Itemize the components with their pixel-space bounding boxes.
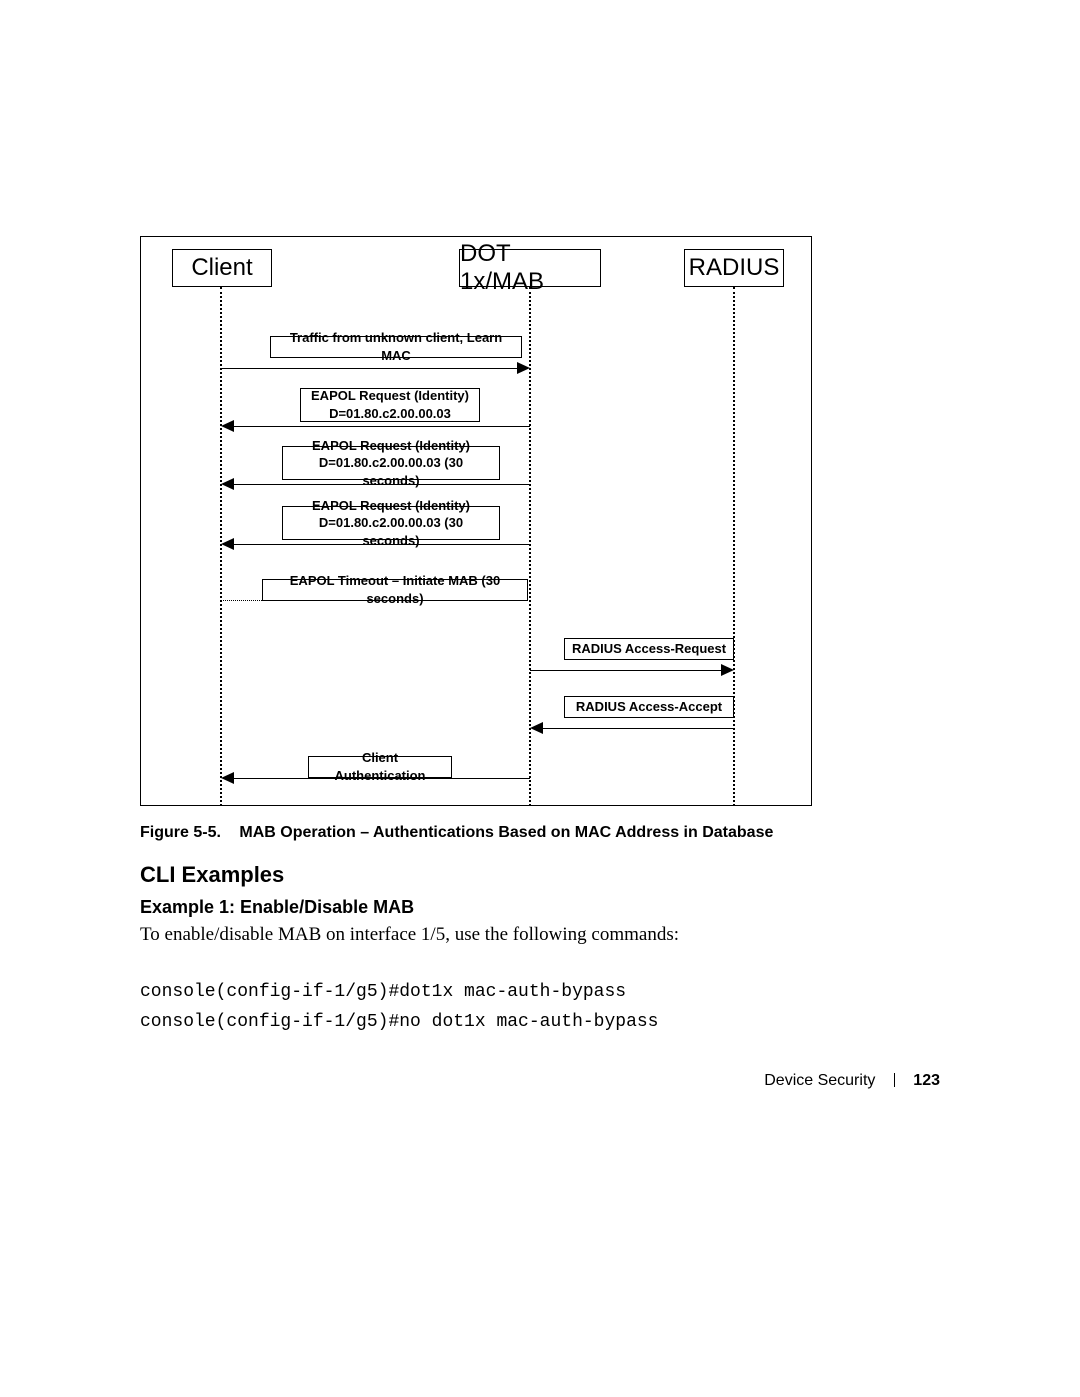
arrowhead-m3 <box>221 478 234 490</box>
msg-label-m3: EAPOL Request (Identity) D=01.80.c2.00.0… <box>289 437 493 490</box>
node-client: Client <box>172 249 272 287</box>
msg-label-m7: RADIUS Access-Accept <box>576 698 722 716</box>
msg-label-m8: Client Authentication <box>315 749 445 784</box>
arrow-m2 <box>232 426 530 427</box>
node-radius: RADIUS <box>684 249 784 287</box>
msg-label-m6: RADIUS Access-Request <box>572 640 726 658</box>
msg-label-m4: EAPOL Request (Identity) D=01.80.c2.00.0… <box>289 497 493 550</box>
figure-label: Figure 5-5. <box>140 824 221 841</box>
arrow-m6 <box>530 670 722 671</box>
arrow-m7 <box>541 728 734 729</box>
node-dot1x: DOT 1x/MAB <box>459 249 601 287</box>
example-intro: To enable/disable MAB on interface 1/5, … <box>140 924 679 946</box>
document-page: Client DOT 1x/MAB RADIUS Traffic from un… <box>0 0 1080 1397</box>
arrow-m1 <box>221 368 519 369</box>
figure-caption-text: MAB Operation – Authentications Based on… <box>239 824 773 841</box>
arrowhead-m6 <box>721 664 734 676</box>
footer-separator <box>894 1073 895 1087</box>
msg-label-m5: EAPOL Timeout – Initiate MAB (30 seconds… <box>269 572 521 607</box>
example-heading: Example 1: Enable/Disable MAB <box>140 897 414 918</box>
arrowhead-m4 <box>221 538 234 550</box>
arrowhead-m2 <box>221 420 234 432</box>
arrowhead-m1 <box>517 362 530 374</box>
arrowhead-m7 <box>530 722 543 734</box>
code-line-2: console(config-if-1/g5)#no dot1x mac-aut… <box>140 1012 658 1032</box>
msg-box-m6: RADIUS Access-Request <box>564 638 734 660</box>
footer-section: Device Security <box>764 1072 875 1089</box>
msg-box-m1: Traffic from unknown client, Learn MAC <box>270 336 522 358</box>
page-footer: Device Security 123 <box>764 1072 940 1090</box>
msg-box-m5: EAPOL Timeout – Initiate MAB (30 seconds… <box>262 579 528 601</box>
msg-label-m2: EAPOL Request (Identity) D=01.80.c2.00.0… <box>311 387 469 422</box>
figure-caption: Figure 5-5. MAB Operation – Authenticati… <box>140 824 773 842</box>
arrowhead-m8 <box>221 772 234 784</box>
node-client-label: Client <box>191 254 252 282</box>
section-heading: CLI Examples <box>140 862 284 888</box>
code-line-1: console(config-if-1/g5)#dot1x mac-auth-b… <box>140 982 626 1002</box>
node-dot1x-label: DOT 1x/MAB <box>460 240 600 296</box>
msg-box-m7: RADIUS Access-Accept <box>564 696 734 718</box>
msg-box-m8: Client Authentication <box>308 756 452 778</box>
node-radius-label: RADIUS <box>689 254 780 282</box>
footer-page-number: 123 <box>913 1072 940 1089</box>
msg-box-m4: EAPOL Request (Identity) D=01.80.c2.00.0… <box>282 506 500 540</box>
msg-box-m3: EAPOL Request (Identity) D=01.80.c2.00.0… <box>282 446 500 480</box>
msg-box-m2: EAPOL Request (Identity) D=01.80.c2.00.0… <box>300 388 480 422</box>
msg-label-m1: Traffic from unknown client, Learn MAC <box>277 329 515 364</box>
